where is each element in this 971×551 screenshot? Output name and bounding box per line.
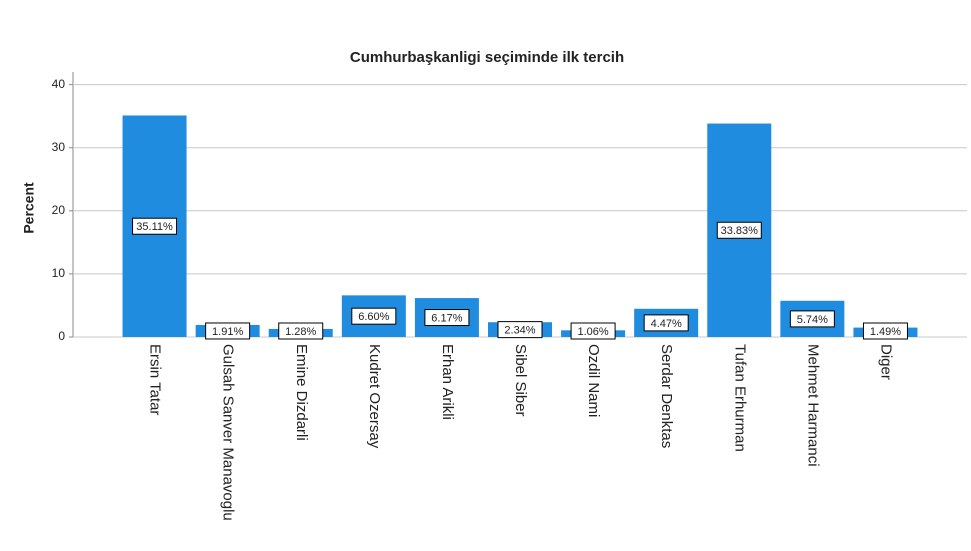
value-label: 4.47%	[651, 318, 682, 330]
chart-title: Cumhurbaşkanligi seçiminde ilk tercih	[350, 49, 624, 66]
y-tick-label: 10	[52, 266, 66, 280]
value-label: 1.06%	[577, 326, 608, 338]
value-label-box	[570, 322, 616, 340]
x-tick-label: Emine Dizdarli	[293, 344, 310, 441]
y-tick-label: 0	[58, 329, 65, 343]
value-label: 1.28%	[285, 326, 316, 338]
x-tick-label: Diger	[877, 344, 894, 380]
value-label-box	[789, 310, 835, 328]
value-label-box	[862, 322, 908, 340]
x-tick-label: Kudret Ozersay	[366, 344, 383, 449]
value-label-box	[132, 217, 178, 235]
value-label: 1.49%	[870, 326, 901, 338]
value-label-box	[278, 322, 324, 340]
value-label: 33.83%	[721, 225, 759, 237]
value-label: 2.34%	[504, 325, 535, 337]
x-tick-label: Ersin Tatar	[147, 344, 164, 415]
value-label-box	[716, 221, 762, 239]
value-label-box	[351, 307, 397, 325]
x-tick-label: Mehmet Harmanci	[804, 344, 821, 467]
value-label: 5.74%	[797, 314, 828, 326]
x-tick-label: Sibel Siber	[512, 344, 529, 417]
y-tick-label: 40	[52, 77, 66, 91]
y-axis-label: Percent	[21, 182, 37, 234]
x-tick-label: Ozdil Nami	[585, 344, 602, 417]
value-label-box	[424, 309, 470, 327]
value-label: 1.91%	[212, 326, 243, 338]
value-label-box	[643, 314, 689, 332]
x-tick-label: Tufan Erhurman	[731, 344, 748, 452]
x-tick-label: Erhan Arikli	[439, 344, 456, 420]
y-tick-label: 20	[52, 203, 66, 217]
value-label: 6.17%	[431, 312, 462, 324]
value-label: 6.60%	[358, 311, 389, 323]
x-tick-label: Gulsah Sanver Manavoglu	[220, 344, 237, 521]
y-tick-label: 30	[52, 140, 66, 154]
value-label-box	[497, 321, 543, 339]
value-label-box	[205, 322, 251, 340]
x-tick-label: Serdar Denktas	[658, 344, 675, 448]
value-label: 35.11%	[136, 221, 173, 233]
